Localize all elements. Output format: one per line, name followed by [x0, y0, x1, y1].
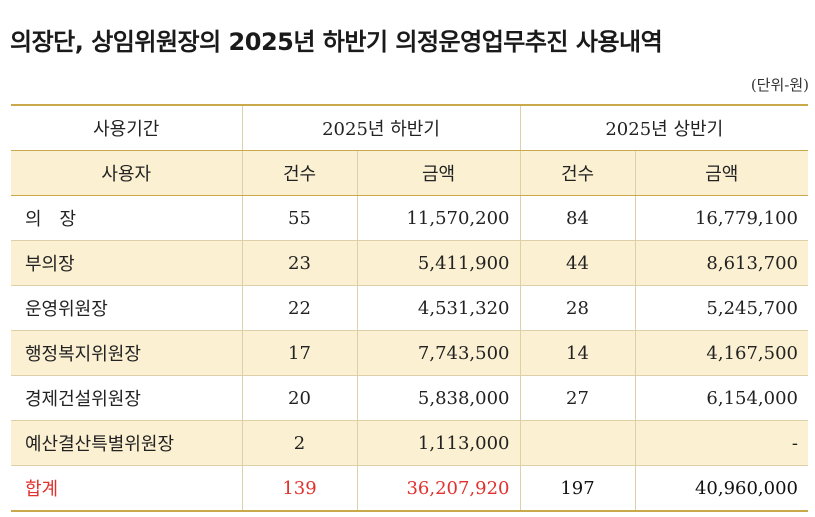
row-h2-amount: 11,570,200	[356, 195, 520, 241]
unit-label: (단위-원)	[750, 76, 809, 94]
row-h1-amount: 4,167,500	[634, 330, 808, 376]
total-h1-count: 197	[519, 465, 635, 511]
expense-table: 사용기간 2025년 하반기 2025년 상반기 사용자 건수 금액 건수 금액…	[11, 104, 808, 512]
row-h1-count: 84	[519, 195, 635, 241]
row-h1-amount: 5,245,700	[634, 285, 808, 331]
header-row-period: 사용기간 2025년 하반기 2025년 상반기	[11, 105, 808, 151]
row-user: 부의장	[11, 240, 242, 286]
row-h2-amount: 5,838,000	[356, 375, 520, 421]
row-user: 운영위원장	[11, 285, 242, 331]
page-title: 의장단, 상임위원장의 2025년 하반기 의정운영업무추진 사용내역	[10, 28, 663, 56]
row-h1-count: 28	[519, 285, 635, 331]
table-row: 경제건설위원장 20 5,838,000 27 6,154,000	[11, 375, 808, 421]
total-h2-count: 139	[241, 465, 357, 511]
header-row-columns: 사용자 건수 금액 건수 금액	[11, 150, 808, 196]
row-h2-amount: 4,531,320	[356, 285, 520, 331]
row-h2-count: 17	[241, 330, 357, 376]
row-user: 예산결산특별위원장	[11, 420, 242, 466]
header-2025-h1: 2025년 상반기	[519, 105, 808, 151]
row-h2-amount: 7,743,500	[356, 330, 520, 376]
table-row: 예산결산특별위원장 2 1,113,000 -	[11, 420, 808, 466]
row-h1-count	[519, 420, 635, 466]
row-h2-count: 23	[241, 240, 357, 286]
table-row: 부의장 23 5,411,900 44 8,613,700	[11, 240, 808, 286]
row-h1-count: 27	[519, 375, 635, 421]
row-h1-count: 44	[519, 240, 635, 286]
header-h1-amount: 금액	[634, 150, 808, 196]
row-h1-amount: 6,154,000	[634, 375, 808, 421]
table-row: 의 장 55 11,570,200 84 16,779,100	[11, 195, 808, 241]
row-h1-amount: -	[634, 420, 808, 466]
row-user: 행정복지위원장	[11, 330, 242, 376]
row-h2-count: 20	[241, 375, 357, 421]
row-user: 경제건설위원장	[11, 375, 242, 421]
row-user: 의 장	[11, 195, 242, 241]
row-h2-amount: 5,411,900	[356, 240, 520, 286]
row-h2-count: 22	[241, 285, 357, 331]
header-user: 사용자	[11, 150, 242, 196]
header-h2-amount: 금액	[356, 150, 520, 196]
row-h2-count: 55	[241, 195, 357, 241]
row-h2-amount: 1,113,000	[356, 420, 520, 466]
total-h2-amount: 36,207,920	[356, 465, 520, 511]
header-h1-count: 건수	[519, 150, 635, 196]
header-period: 사용기간	[11, 105, 242, 151]
row-h2-count: 2	[241, 420, 357, 466]
total-row: 합계 139 36,207,920 197 40,960,000	[11, 465, 808, 511]
total-h1-amount: 40,960,000	[634, 465, 808, 511]
table-row: 행정복지위원장 17 7,743,500 14 4,167,500	[11, 330, 808, 376]
table-row: 운영위원장 22 4,531,320 28 5,245,700	[11, 285, 808, 331]
header-h2-count: 건수	[241, 150, 357, 196]
header-2025-h2: 2025년 하반기	[241, 105, 520, 151]
row-h1-count: 14	[519, 330, 635, 376]
row-h1-amount: 16,779,100	[634, 195, 808, 241]
total-label: 합계	[11, 465, 242, 511]
row-h1-amount: 8,613,700	[634, 240, 808, 286]
